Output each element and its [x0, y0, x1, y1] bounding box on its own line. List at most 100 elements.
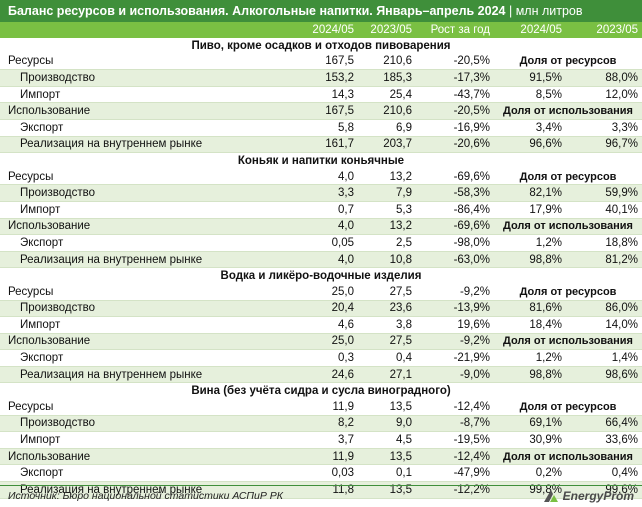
share-cell: 81,6% [494, 300, 566, 318]
row-label: Ресурсы [0, 53, 300, 71]
share-cell: 14,0% [566, 316, 642, 334]
section-title-row: Водка и ликёро-водочные изделия [0, 267, 642, 284]
value-cell: -20,5% [416, 53, 494, 71]
source-note: Источник: Бюро национальной статистики А… [8, 490, 283, 502]
table-row-resources: Ресурсы 25,0 27,5 -9,2% Доля от ресурсов [0, 283, 642, 301]
value-cell: 4,5 [358, 431, 416, 449]
share-cell: 1,2% [494, 234, 566, 252]
table-row-usage: Использование 25,0 27,5 -9,2% Доля от исполь… [0, 333, 642, 351]
table-row-import: Импорт 14,3 25,4 -43,7% 8,5% 12,0% [0, 86, 642, 104]
value-cell: -19,5% [416, 431, 494, 449]
share-note: Доля от ресурсов [494, 168, 642, 186]
share-cell: 33,6% [566, 431, 642, 449]
table-row-domestic: Реализация на внутреннем рынке 24,6 27,1 -9… [0, 366, 642, 384]
table-row-usage: Использование 4,0 13,2 -69,6% Доля от исполь… [0, 218, 642, 236]
value-cell: 23,6 [358, 300, 416, 318]
row-label: Использование [0, 218, 300, 236]
share-cell: 1,2% [494, 349, 566, 367]
value-cell: 8,2 [300, 415, 358, 433]
row-label: Использование [0, 448, 300, 466]
value-cell: 203,7 [358, 136, 416, 154]
table-row-export: Экспорт 0,05 2,5 -98,0% 1,2% 18,8% [0, 234, 642, 252]
share-note: Доля от ресурсов [494, 283, 642, 301]
value-cell: 27,5 [358, 283, 416, 301]
unit-label: | млн литров [508, 4, 583, 18]
share-cell: 91,5% [494, 69, 566, 87]
row-label: Реализация на внутреннем рынке [0, 136, 300, 154]
value-cell: 6,9 [358, 119, 416, 137]
share-cell: 40,1% [566, 201, 642, 219]
share-note: Доля от ресурсов [494, 399, 642, 416]
row-label: Использование [0, 102, 300, 120]
section-title-row: Вина (без учёта сидра и сусла виноградно… [0, 382, 642, 400]
logo-icon [543, 490, 558, 502]
value-cell: 0,3 [300, 349, 358, 367]
table-row-import: Импорт 3,7 4,5 -19,5% 30,9% 33,6% [0, 431, 642, 449]
value-cell: 25,0 [300, 283, 358, 301]
share-cell: 98,8% [494, 366, 566, 384]
value-cell: 25,0 [300, 333, 358, 351]
row-label: Ресурсы [0, 283, 300, 301]
value-cell: 3,7 [300, 431, 358, 449]
value-cell: 20,4 [300, 300, 358, 318]
value-cell: 185,3 [358, 69, 416, 87]
value-cell: 5,3 [358, 201, 416, 219]
share-cell: 86,0% [566, 300, 642, 318]
row-label: Экспорт [0, 349, 300, 367]
value-cell: -86,4% [416, 201, 494, 219]
value-cell: -58,3% [416, 184, 494, 202]
table-row-production: Производство 8,2 9,0 -8,7% 69,1% 66,4% [0, 415, 642, 433]
value-cell: 153,2 [300, 69, 358, 87]
share-cell: 3,3% [566, 119, 642, 137]
value-cell: 0,03 [300, 464, 358, 483]
share-note: Доля от ресурсов [494, 53, 642, 71]
share-note: Доля от использования [494, 333, 642, 351]
value-cell: 4,0 [300, 218, 358, 236]
value-cell: -20,5% [416, 102, 494, 120]
section-title: Водка и ликёро-водочные изделия [0, 267, 642, 284]
table-row-export: Экспорт 5,8 6,9 -16,9% 3,4% 3,3% [0, 119, 642, 137]
row-label: Ресурсы [0, 168, 300, 186]
share-cell: 18,8% [566, 234, 642, 252]
value-cell: -63,0% [416, 251, 494, 269]
row-label: Импорт [0, 316, 300, 334]
share-cell: 69,1% [494, 415, 566, 433]
value-cell: -20,6% [416, 136, 494, 154]
share-cell: 88,0% [566, 69, 642, 87]
value-cell: 13,5 [358, 448, 416, 466]
table-row-import: Импорт 0,7 5,3 -86,4% 17,9% 40,1% [0, 201, 642, 219]
section-title: Коньяк и напитки коньячные [0, 152, 642, 169]
value-cell: -21,9% [416, 349, 494, 367]
header-cell: 2023/05 [358, 22, 416, 38]
section-title: Вина (без учёта сидра и сусла виноградно… [0, 382, 642, 400]
value-cell: -69,6% [416, 218, 494, 236]
value-cell: -16,9% [416, 119, 494, 137]
value-cell: 3,3 [300, 184, 358, 202]
header-cell [0, 22, 300, 38]
value-cell: 161,7 [300, 136, 358, 154]
value-cell: 25,4 [358, 86, 416, 104]
row-label: Экспорт [0, 234, 300, 252]
balance-table: 2024/05 2023/05 Рост за год 2024/05 2023… [0, 22, 642, 499]
value-cell: 0,1 [358, 464, 416, 483]
table-row-export: Экспорт 0,3 0,4 -21,9% 1,2% 1,4% [0, 349, 642, 367]
table-row-import: Импорт 4,6 3,8 19,6% 18,4% 14,0% [0, 316, 642, 334]
value-cell: 7,9 [358, 184, 416, 202]
value-cell: -13,9% [416, 300, 494, 318]
section-title-row: Коньяк и напитки коньячные [0, 152, 642, 169]
table-title-bar: Баланс ресурсов и использования. Алкогол… [0, 0, 642, 22]
row-label: Производство [0, 184, 300, 202]
share-note: Доля от использования [494, 448, 642, 466]
value-cell: -9,2% [416, 283, 494, 301]
share-cell: 81,2% [566, 251, 642, 269]
table-row-resources: Ресурсы 167,5 210,6 -20,5% Доля от ресурсов [0, 53, 642, 71]
value-cell: 4,0 [300, 168, 358, 186]
share-cell: 18,4% [494, 316, 566, 334]
table-row-production: Производство 20,4 23,6 -13,9% 81,6% 86,0% [0, 300, 642, 318]
share-cell: 8,5% [494, 86, 566, 104]
share-note: Доля от использования [494, 218, 642, 236]
value-cell: 9,0 [358, 415, 416, 433]
share-cell: 0,4% [566, 464, 642, 483]
value-cell: 4,6 [300, 316, 358, 334]
table-row-domestic: Реализация на внутреннем рынке 161,7 203,7… [0, 136, 642, 154]
